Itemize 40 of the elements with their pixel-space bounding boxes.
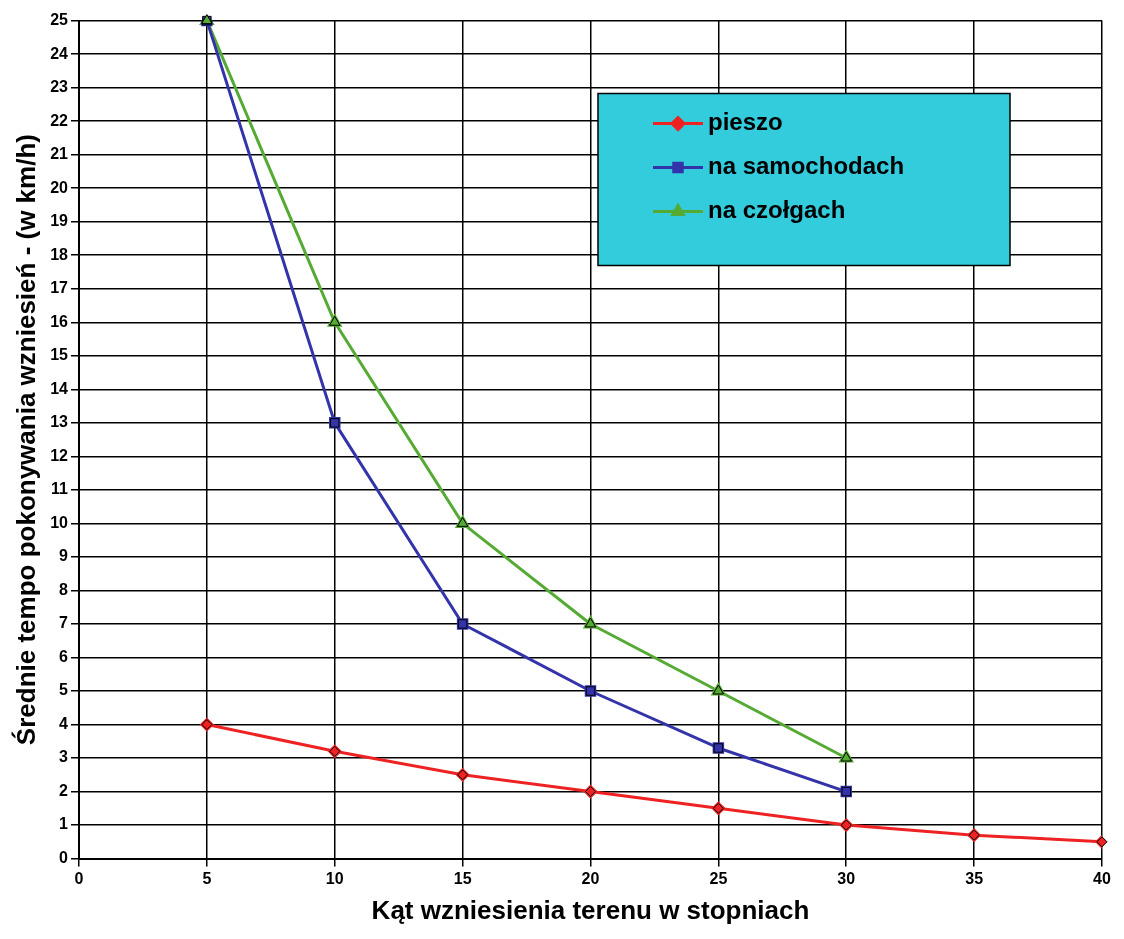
y-tick-label: 24: [50, 44, 69, 62]
y-tick-label: 3: [59, 748, 69, 766]
x-tick-label: 30: [837, 869, 856, 887]
y-axis-title: Średnie tempo pokonywania wzniesień - (w km/h): [10, 134, 41, 746]
y-tick-label: 11: [51, 480, 69, 498]
y-tick-label: 14: [50, 379, 69, 397]
legend-label: na czołgach: [708, 196, 846, 224]
x-tick-label: 40: [1093, 869, 1111, 887]
y-tick-label: 17: [50, 279, 69, 297]
y-tick-label: 6: [59, 647, 69, 665]
y-tick-label: 9: [59, 547, 69, 565]
y-tick-label: 25: [50, 11, 69, 29]
y-tick-label: 15: [50, 346, 69, 364]
y-tick-label: 7: [59, 614, 69, 632]
y-tick-label: 10: [50, 513, 69, 531]
y-tick-label: 13: [50, 413, 69, 431]
y-tick-label: 20: [50, 178, 69, 196]
x-tick-label: 20: [581, 869, 600, 887]
x-tick-label: 25: [709, 869, 728, 887]
legend-label: pieszo: [708, 108, 783, 136]
y-tick-label: 22: [50, 111, 69, 129]
y-tick-label: 2: [59, 781, 69, 799]
x-tick-label: 5: [202, 869, 212, 887]
y-tick-label: 8: [59, 580, 69, 598]
y-tick-label: 23: [50, 78, 69, 96]
legend-label: na samochodach: [708, 152, 905, 180]
x-tick-label: 10: [325, 869, 344, 887]
x-tick-label: 35: [965, 869, 984, 887]
y-tick-label: 18: [50, 245, 69, 263]
y-tick-label: 0: [59, 849, 69, 867]
y-tick-label: 19: [50, 212, 69, 230]
x-tick-label: 15: [453, 869, 472, 887]
y-tick-label: 21: [50, 145, 69, 163]
y-tick-label: 16: [50, 312, 69, 330]
y-tick-label: 1: [59, 815, 69, 833]
y-tick-label: 5: [59, 681, 69, 699]
x-axis-title: Kąt wzniesienia terenu w stopniach: [371, 894, 810, 925]
y-tick-label: 4: [59, 714, 69, 732]
x-tick-label: 0: [74, 869, 84, 887]
y-tick-label: 12: [50, 446, 69, 464]
